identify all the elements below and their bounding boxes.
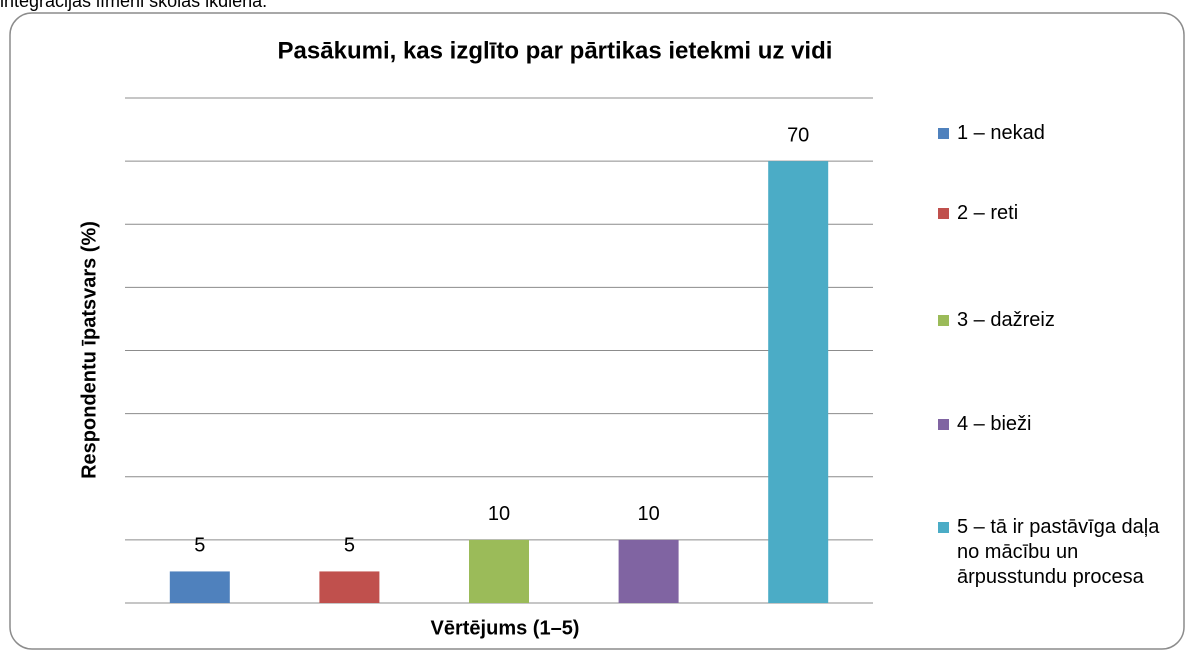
y-axis-label: Respondentu īpatsvars (%) [78, 221, 100, 479]
legend-swatch [938, 128, 949, 139]
data-label: 5 [344, 535, 355, 557]
data-label: 10 [637, 503, 659, 525]
chart-title: Pasākumi, kas izglīto par pārtikas ietek… [278, 37, 833, 64]
bar [469, 539, 529, 603]
legend-swatch [938, 315, 949, 326]
legend-label: 5 – tā ir pastāvīga daļa no mācību un ār… [957, 516, 1160, 588]
bar [768, 161, 829, 603]
legend-item: 1 – nekad [938, 121, 1178, 146]
legend-item: 4 – bieži [938, 412, 1178, 437]
legend-item: 5 – tā ir pastāvīga daļa no mācību un ār… [938, 515, 1178, 590]
legend-item: 3 – dažreiz [938, 308, 1178, 333]
legend-label: 4 – bieži [957, 413, 1032, 435]
legend-swatch [938, 208, 949, 219]
legend-label: 2 – reti [957, 202, 1019, 224]
legend-item: 2 – reti [938, 201, 1178, 226]
data-label: 5 [194, 535, 205, 557]
data-label: 10 [488, 503, 510, 525]
legend-label: 1 – nekad [957, 122, 1045, 144]
x-axis-label: Vērtējums (1–5) [431, 617, 580, 639]
chart-frame [9, 12, 1185, 650]
data-label: 70 [787, 124, 809, 146]
legend-swatch [938, 522, 949, 533]
bar [169, 571, 230, 603]
bar [319, 571, 380, 603]
legend-swatch [938, 419, 949, 430]
page-text: integrācijas līmeni skolas ikdienā. [0, 0, 267, 11]
bar [618, 539, 679, 603]
legend-label: 3 – dažreiz [957, 309, 1055, 331]
